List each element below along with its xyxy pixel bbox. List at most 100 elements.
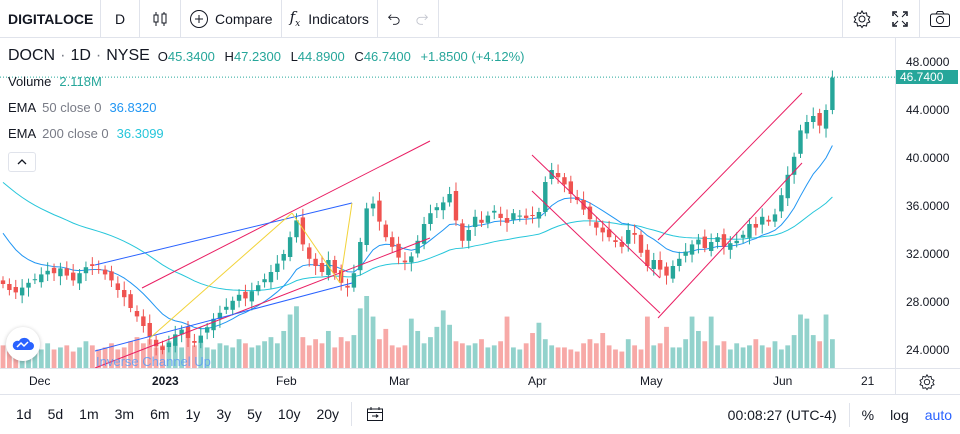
range-3y-button[interactable]: 3y [216,406,232,422]
volume-bar [134,337,140,368]
legend-collapse-button[interactable] [8,152,36,172]
goto-date-button[interactable] [360,406,390,422]
indicators-button[interactable]: fx Indicators [282,0,377,38]
volume-bar [364,296,370,368]
fullscreen-icon [892,11,908,27]
log-scale-button[interactable]: log [890,406,909,423]
chart-type-button[interactable] [140,0,180,38]
clock-timezone-button[interactable]: 00:08:27 (UTC-4) [727,406,837,423]
volume-bar [300,337,306,368]
candle-body [830,77,835,110]
volume-bar [530,333,535,368]
candle-body [160,346,165,350]
volume-bar [377,339,382,368]
volume-bar [45,343,51,368]
candle-body [275,263,280,272]
candle-body [26,282,31,288]
symbol-search-button[interactable]: DIGITALOCE [8,10,94,27]
candle-body [804,122,810,134]
volume-bar [708,316,714,368]
volume-bar [185,330,191,368]
range-10y-button[interactable]: 10y [277,406,301,422]
candle-body [364,208,369,245]
drawings[interactable] [94,92,803,368]
range-1m-button[interactable]: 1m [79,406,99,422]
auto-scale-button[interactable]: auto [924,406,952,423]
volume-bar [351,335,357,368]
candle-body [523,215,529,218]
volume-bar [778,349,784,368]
low-key: L [290,48,298,64]
candle-body [243,291,248,299]
candle-body [798,130,803,154]
volume-bar [121,347,127,368]
range-3m-button[interactable]: 3m [114,406,135,422]
volume-bar [255,345,261,368]
volume-bar [262,341,267,368]
volume-bar [96,349,102,368]
volume-bar [798,314,803,368]
candle-body [45,270,50,275]
legend-ema50-row[interactable]: EMA 50 close 0 36.8320 [8,94,531,120]
candle-body [472,216,478,227]
volume-bar [517,349,523,368]
volume-bar [632,345,638,368]
volume-bar [434,326,440,368]
tradingview-logo-button[interactable] [6,327,40,361]
range-6m-button[interactable]: 6m [150,406,170,422]
price-axis[interactable]: 48.0000 44.0000 40.0000 36.0000 32.0000 28.00… [895,38,960,368]
legend-volume-row[interactable]: Volume 2.118M [8,68,531,94]
volume-bar [313,339,319,368]
range-5d-button[interactable]: 5d [47,406,64,422]
price-tick-label: 48.0000 [906,55,950,69]
candle-body [134,311,140,317]
range-buttons: 1d 5d 1m 3m 6m 1y 3y 5y 10y 20y [0,406,347,422]
bottom-toolbar: 1d 5d 1m 3m 6m 1y 3y 5y 10y 20y 00:08:27… [0,394,960,433]
candle-body [441,202,446,211]
volume-bar [734,343,740,368]
price-tick-label: 28.0000 [906,295,950,309]
candle-body [198,335,203,343]
plus-circle-icon [190,9,208,28]
volume-bar [823,314,829,368]
snapshot-button[interactable] [920,0,960,38]
undo-button[interactable] [378,0,408,38]
redo-button[interactable] [408,0,438,38]
candle-body [772,214,778,222]
range-1d-button[interactable]: 1d [16,406,32,422]
candle-body [332,260,337,274]
bottom-right-controls: 00:08:27 (UTC-4) % log auto [720,395,960,434]
range-20y-button[interactable]: 20y [316,406,340,422]
candle-body [224,306,229,310]
settings-button[interactable] [843,0,881,38]
candle-body [645,249,650,266]
candle-body [7,284,12,290]
percent-scale-button[interactable]: % [861,406,875,423]
candle-body [606,229,612,238]
high-value: 47.2300 [233,48,281,64]
trend-line [94,282,353,352]
candle-body [256,285,261,292]
volume-bar [211,349,216,368]
range-5y-button[interactable]: 5y [247,406,262,422]
fullscreen-button[interactable] [881,0,919,38]
candle-body [147,323,152,337]
axis-settings-button[interactable] [918,373,936,396]
legend-ema200-row[interactable]: EMA 200 close 0 36.3099 [8,120,531,146]
volume-bar [740,347,746,368]
candle-body [562,177,567,185]
candle-body [415,240,420,254]
trend-line [94,237,431,368]
interval-button[interactable]: D [114,10,126,27]
candle-body [734,240,739,244]
legend-symbol[interactable]: DOCN [8,47,56,64]
volume-bar [657,343,663,368]
time-axis[interactable]: Dec 2023 Feb Mar Apr May Jun 21 [0,368,960,396]
candle-body [689,244,695,255]
price-chart[interactable] [0,38,895,368]
ema200-value: 36.3099 [116,125,164,141]
volume-bar [396,347,401,368]
range-1y-button[interactable]: 1y [185,406,201,422]
compare-button[interactable]: Compare [181,0,281,38]
volume-bar [370,316,376,368]
